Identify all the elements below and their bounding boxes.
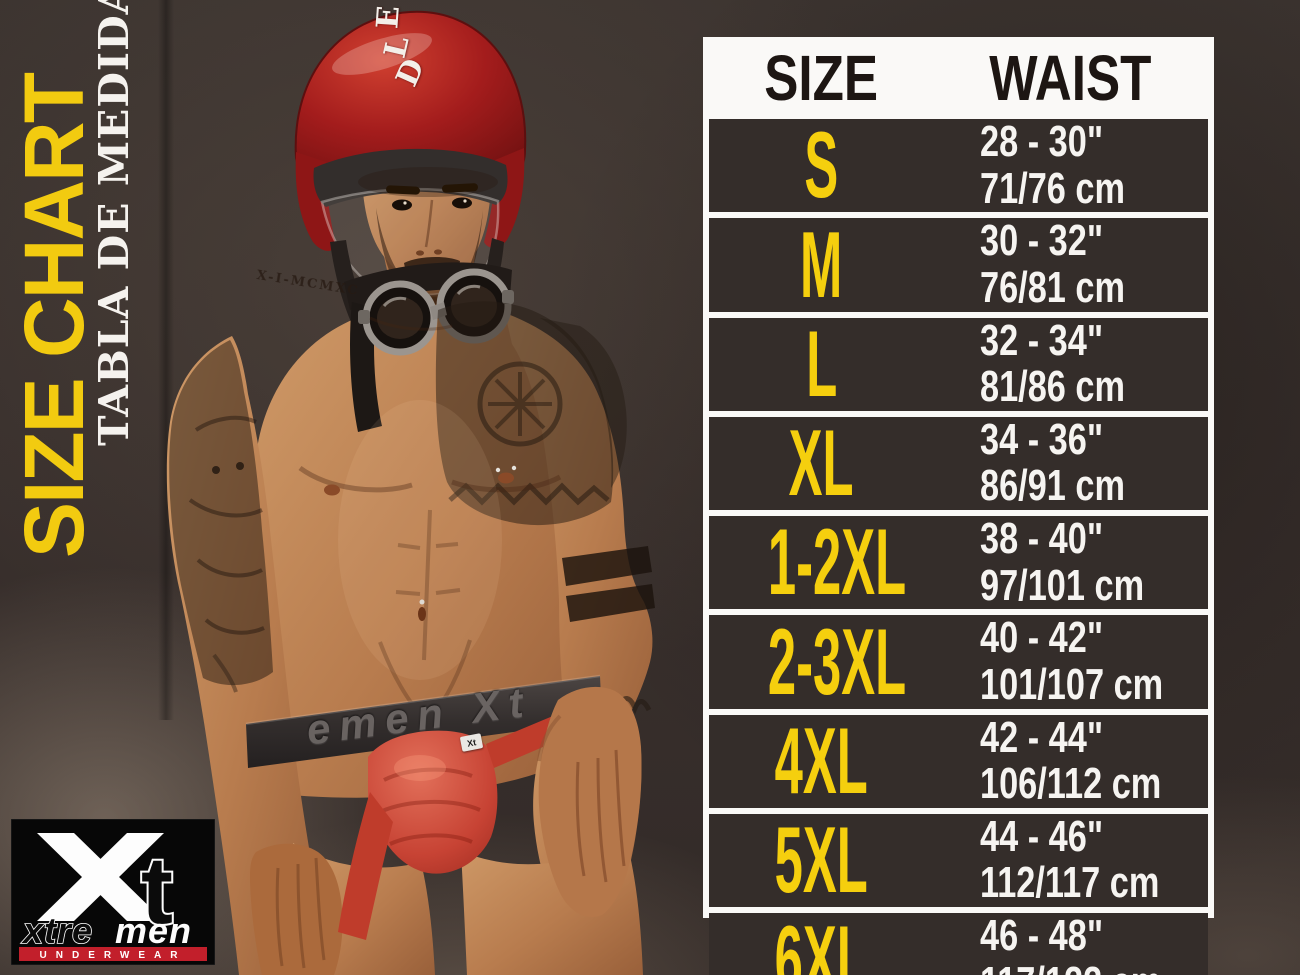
table-row: XL 34 - 36" 86/91 cm bbox=[709, 410, 1208, 516]
table-row: L 32 - 34" 81/86 cm bbox=[709, 310, 1208, 416]
red-helmet bbox=[294, 10, 527, 324]
waist-cm: 97/101 cm bbox=[979, 560, 1144, 610]
size-value: XL bbox=[788, 410, 854, 516]
torso-details bbox=[298, 316, 562, 720]
table-row: 5XL 44 - 46" 112/117 cm bbox=[709, 807, 1208, 913]
logo-wordmark-outline: xtre bbox=[21, 910, 93, 951]
waist-cm: 86/91 cm bbox=[979, 461, 1125, 511]
size-value: L bbox=[805, 310, 837, 416]
waist-cm: 76/81 cm bbox=[979, 262, 1125, 312]
size-value: 2-3XL bbox=[767, 608, 907, 714]
waist-inches: 46 - 48" bbox=[979, 911, 1103, 960]
size-table-header: SIZE WAIST bbox=[709, 42, 1208, 114]
waist-inches: 44 - 46" bbox=[979, 811, 1103, 861]
size-table: SIZE WAIST S 28 - 30" 71/76 cm M 30 - 32… bbox=[703, 37, 1214, 975]
table-row: 4XL 42 - 44" 106/112 cm bbox=[709, 707, 1208, 813]
model-photo-illustration bbox=[166, 10, 655, 975]
logo-underwear-banner: UNDERWEAR bbox=[40, 950, 187, 961]
waist-inches: 28 - 30" bbox=[979, 117, 1103, 166]
logo-t-monogram: t bbox=[141, 837, 173, 944]
waist-inches: 30 - 32" bbox=[979, 216, 1103, 266]
page-title: SIZE CHART bbox=[7, 74, 101, 558]
waist-inches: 32 - 34" bbox=[979, 315, 1103, 365]
waist-inches: 38 - 40" bbox=[979, 514, 1103, 563]
page-subtitle-es: TABLA DE MEDIDAS bbox=[90, 0, 138, 446]
tattoos bbox=[169, 301, 655, 715]
size-value: 4XL bbox=[774, 707, 868, 813]
header-waist: WAIST bbox=[989, 42, 1152, 114]
logo-wordmark-solid: men bbox=[115, 910, 192, 951]
waist-cm: 71/76 cm bbox=[979, 163, 1125, 213]
waist-inches: 34 - 36" bbox=[979, 414, 1103, 464]
waist-cm: 101/107 cm bbox=[979, 659, 1163, 709]
table-row: S 28 - 30" 71/76 cm bbox=[709, 112, 1208, 218]
helmet-letter: E bbox=[370, 4, 407, 30]
jockstrap-underwear bbox=[245, 674, 602, 940]
waist-inches: 40 - 42" bbox=[979, 613, 1103, 663]
waist-cm: 81/86 cm bbox=[979, 362, 1125, 412]
waist-cm: 106/112 cm bbox=[979, 759, 1161, 809]
waist-cm: 112/117 cm bbox=[979, 858, 1159, 908]
helmet-brand-text: E L D bbox=[370, 2, 432, 92]
waist-cm: 117/122 cm bbox=[980, 959, 1161, 975]
table-row: 6XL 46 - 48" 117/122 cm bbox=[709, 906, 1208, 975]
model-left-hand bbox=[537, 686, 642, 917]
waist-inches: 42 - 44" bbox=[979, 712, 1103, 762]
table-row: M 30 - 32" 76/81 cm bbox=[709, 211, 1208, 317]
table-row: 1-2XL 38 - 40" 97/101 cm bbox=[709, 509, 1208, 615]
size-value: 5XL bbox=[774, 807, 868, 913]
header-size: SIZE bbox=[764, 42, 879, 114]
size-value: M bbox=[800, 211, 843, 317]
xtremen-logo: t xtre men UNDERWEAR bbox=[11, 819, 215, 965]
wall-corner-shadow bbox=[158, 0, 174, 720]
size-value: S bbox=[804, 112, 839, 218]
logo-x-monogram bbox=[37, 833, 164, 921]
size-value: 1-2XL bbox=[767, 509, 907, 615]
table-row: 2-3XL 40 - 42" 101/107 cm bbox=[709, 608, 1208, 714]
size-value: 6XL bbox=[774, 906, 868, 975]
